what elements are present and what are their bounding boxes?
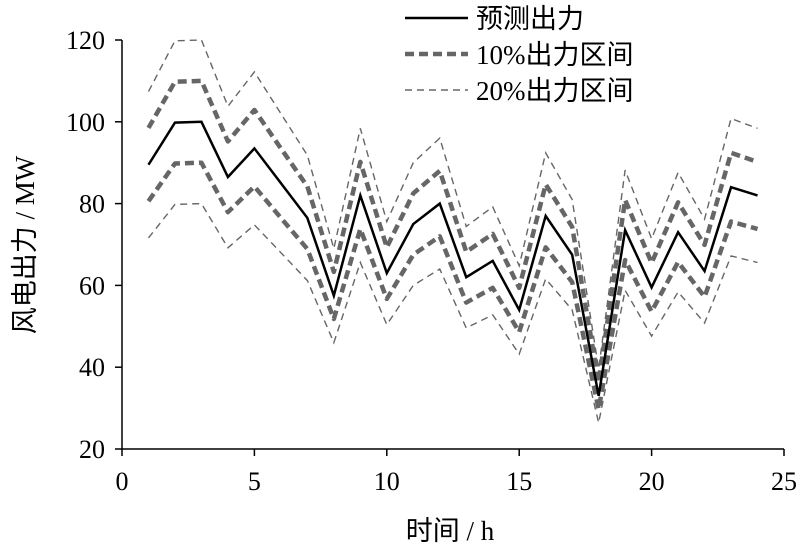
series-20pct-upper-line bbox=[147, 39, 758, 369]
x-axis-ticks: 0 5 10 15 20 25 bbox=[116, 449, 797, 496]
y-axis-title: 风电出力 / MW bbox=[10, 155, 40, 334]
series-20pct-lower-line bbox=[147, 202, 758, 423]
legend-label-10pct: 10%出力区间 bbox=[476, 40, 634, 70]
y-axis-ticks: 20 40 60 80 100 120 bbox=[66, 26, 122, 464]
legend-label-forecast: 预测出力 bbox=[476, 4, 584, 34]
series-10pct-upper-line bbox=[146, 78, 759, 385]
y-tick-label: 20 bbox=[79, 435, 105, 464]
y-tick-label: 80 bbox=[79, 190, 105, 219]
y-tick-label: 120 bbox=[66, 26, 105, 55]
y-tick-label: 60 bbox=[79, 271, 105, 300]
x-tick-label: 0 bbox=[116, 467, 129, 496]
x-axis-title: 时间 / h bbox=[406, 516, 495, 546]
series-layer bbox=[146, 39, 759, 423]
x-tick-label: 10 bbox=[374, 467, 400, 496]
legend-label-20pct: 20%出力区间 bbox=[476, 76, 634, 106]
y-tick-label: 100 bbox=[66, 108, 105, 137]
series-forecast-line bbox=[147, 120, 758, 397]
x-tick-label: 20 bbox=[639, 467, 665, 496]
x-tick-label: 5 bbox=[248, 467, 261, 496]
x-tick-label: 25 bbox=[771, 467, 797, 496]
y-tick-label: 40 bbox=[79, 353, 105, 382]
series-10pct-lower-line bbox=[146, 160, 759, 412]
legend: 预测出力 10%出力区间 20%出力区间 bbox=[405, 4, 634, 106]
x-tick-label: 15 bbox=[506, 467, 532, 496]
